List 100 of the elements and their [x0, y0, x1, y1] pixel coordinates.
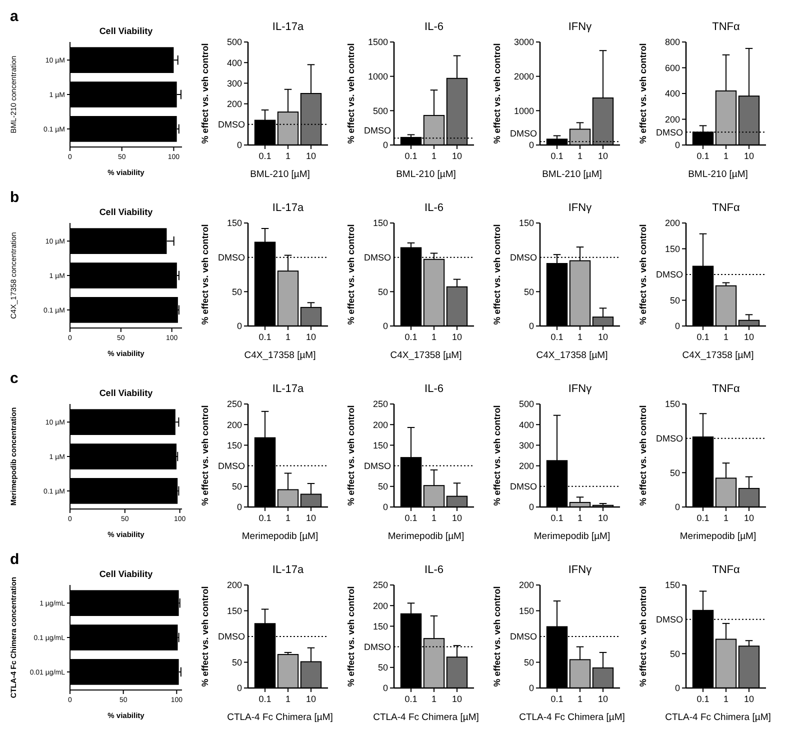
x-axis-title: Merimepodib [µM]: [534, 531, 610, 542]
y-axis-title: % effect vs. veh control: [200, 586, 210, 687]
y-tick-label: 50: [378, 482, 388, 492]
ref-line-label: DMSO: [510, 252, 537, 262]
y-axis-title: % effect vs. veh control: [638, 586, 648, 687]
y-tick-label: 200: [518, 580, 534, 590]
x-tick-label: 0.1: [258, 332, 272, 342]
x-tick-label: 10: [452, 694, 462, 704]
y-tick-label: 0: [382, 502, 388, 512]
y-tick-label: 2000: [514, 71, 534, 82]
y-axis-title: % effect vs. veh control: [492, 405, 502, 506]
x-tick-label: 1: [285, 151, 291, 161]
x-tick-label: 10: [452, 513, 462, 523]
ref-line-label: DMSO: [656, 127, 683, 138]
chart-title: IL-6: [424, 202, 444, 214]
y-axis-title: % effect vs. veh control: [492, 586, 502, 687]
x-tick-label: 0.1: [404, 694, 418, 704]
y-tick-label: 1000: [368, 71, 388, 82]
y-tick-label: 200: [226, 98, 242, 109]
x-tick-label: 0.1: [696, 513, 710, 523]
x-tick-label: 0.1: [550, 151, 564, 161]
x-tick-label: 1: [577, 694, 583, 704]
x-tick-label: 1: [285, 513, 291, 523]
x-axis-title: C4X_17358 [µM]: [682, 350, 754, 361]
chart-title: IFNγ: [568, 564, 592, 576]
x-axis-title: Merimepodib [µM]: [388, 531, 464, 542]
x-tick-label: 0.1: [696, 694, 710, 704]
y-tick-label: 50: [378, 662, 388, 673]
x-tick-label: 10: [306, 332, 316, 342]
y-axis-title: % effect vs. veh control: [200, 224, 210, 325]
y-tick-label: 0: [236, 140, 242, 150]
x-tick-label: 1: [577, 151, 583, 161]
y-tick-label: 200: [664, 218, 680, 228]
x-tick-label: 10: [306, 513, 316, 523]
y-tick-label: 500: [372, 106, 388, 116]
y-tick-label: 150: [372, 218, 388, 228]
y-tick-label: 150: [518, 606, 534, 616]
x-tick-label: 0.1: [550, 513, 564, 523]
y-tick-label: 50: [232, 286, 242, 297]
y-tick-label: 0: [528, 321, 534, 332]
x-tick-label: 1: [431, 694, 437, 704]
x-tick-label: 0.1: [696, 151, 710, 161]
y-axis-title: % effect vs. veh control: [346, 224, 356, 325]
y-tick-label: 150: [226, 218, 242, 228]
y-tick-label: 0: [674, 502, 680, 512]
y-tick-label: 600: [664, 62, 680, 73]
y-tick-label: 50: [524, 657, 534, 668]
x-tick-label: 1: [577, 332, 583, 342]
y-tick-label: 400: [226, 58, 242, 68]
y-tick-label: 0: [382, 140, 388, 150]
y-axis-title: % effect vs. veh control: [346, 586, 356, 687]
y-tick-label: 300: [518, 440, 534, 450]
x-axis-title: CTLA-4 Fc Chimera [µM]: [519, 712, 625, 723]
y-tick-label: 0: [528, 502, 534, 512]
x-tick-label: 0.1: [404, 513, 418, 523]
ref-line-label: DMSO: [656, 433, 683, 444]
chart-title: IL-17a: [272, 383, 304, 395]
y-tick-label: 150: [664, 580, 680, 590]
chart-title: IL-17a: [272, 202, 304, 214]
x-axis-title: C4X_17358 [µM]: [536, 350, 608, 361]
y-tick-label: 400: [664, 88, 680, 99]
x-tick-label: 1: [431, 513, 437, 523]
x-tick-label: 1: [285, 332, 291, 342]
text: b: [10, 189, 20, 206]
y-tick-label: 0: [382, 683, 388, 694]
chart-title: IFNγ: [568, 202, 592, 214]
ref-line-label: DMSO: [364, 125, 391, 136]
y-tick-label: 50: [232, 657, 242, 668]
y-tick-label: 50: [670, 648, 680, 659]
y-axis-title: % effect vs. veh control: [638, 405, 648, 506]
x-tick-label: 0.1: [696, 332, 710, 342]
x-axis-title: BML-210 [µM]: [542, 169, 602, 180]
y-tick-label: 50: [670, 468, 680, 478]
x-tick-label: 1: [723, 332, 729, 342]
x-tick-label: 0.1: [404, 151, 418, 161]
x-tick-label: 1: [431, 332, 437, 342]
x-tick-label: 0.1: [258, 151, 272, 161]
ref-line-label: DMSO: [364, 252, 391, 262]
y-tick-label: 0: [528, 140, 534, 150]
chart-title: Cell Viability: [99, 207, 153, 217]
x-axis-title: CTLA-4 Fc Chimera [µM]: [373, 712, 479, 723]
x-axis-title: C4X_17358 [µM]: [244, 350, 316, 361]
x-tick-label: 1: [723, 513, 729, 523]
chart-title: Cell Viability: [99, 388, 153, 398]
chart-title: TNFα: [712, 383, 741, 395]
chart-title: TNFα: [712, 202, 741, 214]
y-tick-label: 150: [664, 399, 680, 410]
chart-title: Cell Viability: [99, 26, 153, 36]
x-tick-label: 0.1: [258, 513, 272, 523]
x-axis-title: C4X_17358 [µM]: [390, 350, 462, 361]
y-tick-label: 50: [670, 295, 680, 306]
y-tick-label: 200: [226, 580, 242, 590]
x-tick-label: 10: [452, 151, 462, 161]
x-tick-label: 10: [598, 694, 608, 704]
x-tick-label: 10: [598, 513, 608, 523]
y-tick-label: 0: [674, 140, 680, 150]
y-tick-label: 200: [664, 114, 680, 124]
y-tick-label: 150: [226, 440, 242, 450]
y-tick-label: 250: [226, 399, 242, 410]
y-axis-title: % effect vs. veh control: [200, 405, 210, 506]
